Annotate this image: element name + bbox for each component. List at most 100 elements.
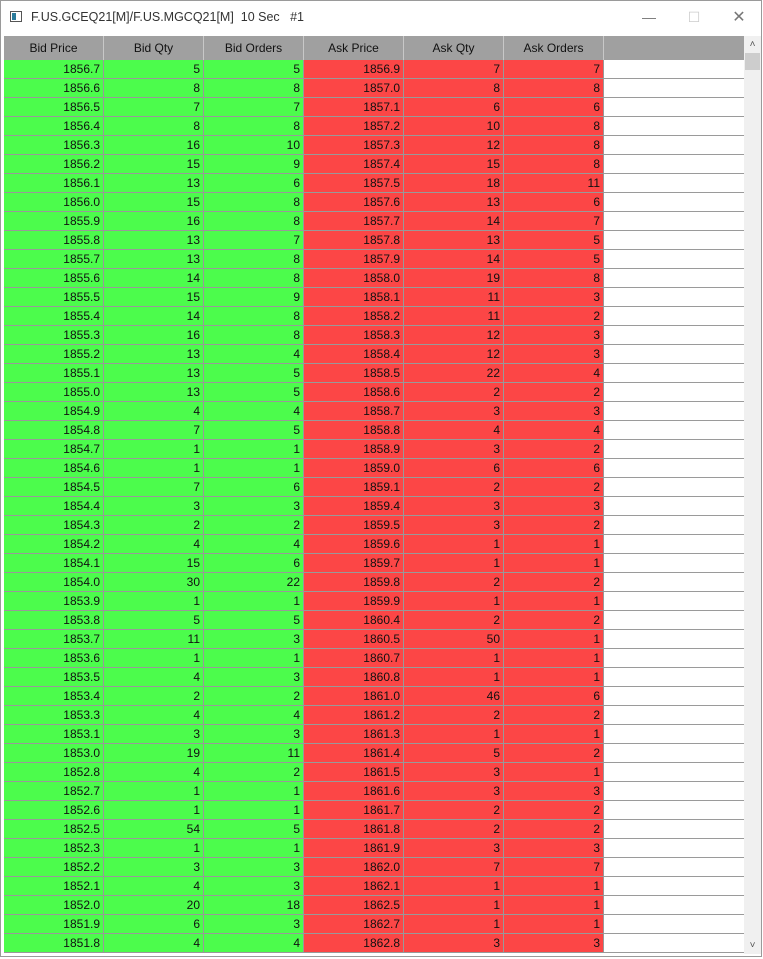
bid-price-cell[interactable]: 1854.1 (4, 554, 104, 573)
ask-price-cell[interactable]: 1858.9 (304, 440, 404, 459)
ask-price-cell[interactable]: 1859.5 (304, 516, 404, 535)
ask-price-cell[interactable]: 1857.7 (304, 212, 404, 231)
bid-orders-cell[interactable]: 2 (204, 687, 304, 706)
table-row[interactable]: 1853.0 19 11 1861.4 5 2 (4, 744, 744, 763)
close-button[interactable]: ✕ (732, 9, 746, 26)
table-row[interactable]: 1853.6 1 1 1860.7 1 1 (4, 649, 744, 668)
bid-qty-cell[interactable]: 1 (104, 782, 204, 801)
bid-orders-cell[interactable]: 8 (204, 326, 304, 345)
bid-orders-cell[interactable]: 10 (204, 136, 304, 155)
ask-qty-cell[interactable]: 18 (404, 174, 504, 193)
table-row[interactable]: 1851.9 6 3 1862.7 1 1 (4, 915, 744, 934)
ask-price-cell[interactable]: 1859.6 (304, 535, 404, 554)
bid-orders-cell[interactable]: 1 (204, 782, 304, 801)
ask-price-cell[interactable]: 1859.0 (304, 459, 404, 478)
ask-orders-cell[interactable]: 2 (504, 516, 604, 535)
bid-qty-cell[interactable]: 8 (104, 117, 204, 136)
bid-orders-cell[interactable]: 5 (204, 820, 304, 839)
ask-price-cell[interactable]: 1861.8 (304, 820, 404, 839)
ask-qty-cell[interactable]: 3 (404, 934, 504, 953)
table-row[interactable]: 1854.2 4 4 1859.6 1 1 (4, 535, 744, 554)
ask-qty-cell[interactable]: 2 (404, 573, 504, 592)
ask-price-cell[interactable]: 1861.4 (304, 744, 404, 763)
ask-orders-cell[interactable]: 8 (504, 117, 604, 136)
ask-price-cell[interactable]: 1858.0 (304, 269, 404, 288)
ask-orders-cell[interactable]: 2 (504, 744, 604, 763)
bid-orders-cell[interactable]: 8 (204, 250, 304, 269)
ask-qty-cell[interactable]: 12 (404, 136, 504, 155)
ask-qty-cell[interactable]: 1 (404, 725, 504, 744)
table-row[interactable]: 1854.8 7 5 1858.8 4 4 (4, 421, 744, 440)
bid-price-cell[interactable]: 1854.0 (4, 573, 104, 592)
bid-price-cell[interactable]: 1856.3 (4, 136, 104, 155)
bid-qty-cell[interactable]: 3 (104, 858, 204, 877)
ask-orders-cell[interactable]: 3 (504, 934, 604, 953)
table-row[interactable]: 1852.6 1 1 1861.7 2 2 (4, 801, 744, 820)
bid-qty-cell[interactable]: 14 (104, 307, 204, 326)
bid-price-cell[interactable]: 1852.6 (4, 801, 104, 820)
bid-price-cell[interactable]: 1852.3 (4, 839, 104, 858)
column-header-ask-price[interactable]: Ask Price (304, 36, 404, 60)
ask-price-cell[interactable]: 1857.0 (304, 79, 404, 98)
bid-orders-cell[interactable]: 8 (204, 117, 304, 136)
bid-price-cell[interactable]: 1856.6 (4, 79, 104, 98)
ask-orders-cell[interactable]: 1 (504, 877, 604, 896)
ask-price-cell[interactable]: 1862.5 (304, 896, 404, 915)
column-header-bid-orders[interactable]: Bid Orders (204, 36, 304, 60)
bid-price-cell[interactable]: 1856.0 (4, 193, 104, 212)
ask-orders-cell[interactable]: 1 (504, 915, 604, 934)
bid-price-cell[interactable]: 1855.7 (4, 250, 104, 269)
bid-qty-cell[interactable]: 1 (104, 649, 204, 668)
ask-qty-cell[interactable]: 1 (404, 554, 504, 573)
bid-qty-cell[interactable]: 19 (104, 744, 204, 763)
bid-orders-cell[interactable]: 5 (204, 383, 304, 402)
table-row[interactable]: 1854.4 3 3 1859.4 3 3 (4, 497, 744, 516)
table-row[interactable]: 1856.6 8 8 1857.0 8 8 (4, 79, 744, 98)
ask-orders-cell[interactable]: 8 (504, 269, 604, 288)
ask-price-cell[interactable]: 1858.3 (304, 326, 404, 345)
table-row[interactable]: 1855.4 14 8 1858.2 11 2 (4, 307, 744, 326)
ask-orders-cell[interactable]: 7 (504, 60, 604, 79)
bid-price-cell[interactable]: 1853.8 (4, 611, 104, 630)
bid-orders-cell[interactable]: 8 (204, 79, 304, 98)
ask-qty-cell[interactable]: 10 (404, 117, 504, 136)
table-row[interactable]: 1855.5 15 9 1858.1 11 3 (4, 288, 744, 307)
bid-orders-cell[interactable]: 3 (204, 858, 304, 877)
ask-price-cell[interactable]: 1859.7 (304, 554, 404, 573)
vertical-scrollbar[interactable]: ˄ ˅ (744, 36, 761, 954)
bid-qty-cell[interactable]: 1 (104, 592, 204, 611)
ask-price-cell[interactable]: 1861.2 (304, 706, 404, 725)
table-row[interactable]: 1852.0 20 18 1862.5 1 1 (4, 896, 744, 915)
bid-price-cell[interactable]: 1856.2 (4, 155, 104, 174)
bid-qty-cell[interactable]: 1 (104, 801, 204, 820)
ask-price-cell[interactable]: 1861.6 (304, 782, 404, 801)
bid-qty-cell[interactable]: 15 (104, 155, 204, 174)
bid-price-cell[interactable]: 1854.3 (4, 516, 104, 535)
ask-qty-cell[interactable]: 22 (404, 364, 504, 383)
bid-qty-cell[interactable]: 4 (104, 706, 204, 725)
ask-orders-cell[interactable]: 1 (504, 630, 604, 649)
ask-qty-cell[interactable]: 14 (404, 212, 504, 231)
bid-price-cell[interactable]: 1855.6 (4, 269, 104, 288)
table-row[interactable]: 1854.3 2 2 1859.5 3 2 (4, 516, 744, 535)
ask-qty-cell[interactable]: 1 (404, 535, 504, 554)
bid-qty-cell[interactable]: 30 (104, 573, 204, 592)
bid-price-cell[interactable]: 1854.7 (4, 440, 104, 459)
ask-qty-cell[interactable]: 2 (404, 801, 504, 820)
ask-price-cell[interactable]: 1860.4 (304, 611, 404, 630)
ask-orders-cell[interactable]: 3 (504, 497, 604, 516)
table-row[interactable]: 1852.2 3 3 1862.0 7 7 (4, 858, 744, 877)
bid-price-cell[interactable]: 1853.5 (4, 668, 104, 687)
bid-orders-cell[interactable]: 1 (204, 649, 304, 668)
ask-qty-cell[interactable]: 8 (404, 79, 504, 98)
ask-orders-cell[interactable]: 1 (504, 896, 604, 915)
table-row[interactable]: 1856.7 5 5 1856.9 7 7 (4, 60, 744, 79)
bid-price-cell[interactable]: 1854.2 (4, 535, 104, 554)
ask-qty-cell[interactable]: 3 (404, 763, 504, 782)
bid-orders-cell[interactable]: 5 (204, 611, 304, 630)
bid-qty-cell[interactable]: 3 (104, 725, 204, 744)
ask-orders-cell[interactable]: 2 (504, 801, 604, 820)
maximize-button[interactable]: ☐ (687, 8, 701, 25)
bid-price-cell[interactable]: 1854.6 (4, 459, 104, 478)
ask-orders-cell[interactable]: 1 (504, 763, 604, 782)
